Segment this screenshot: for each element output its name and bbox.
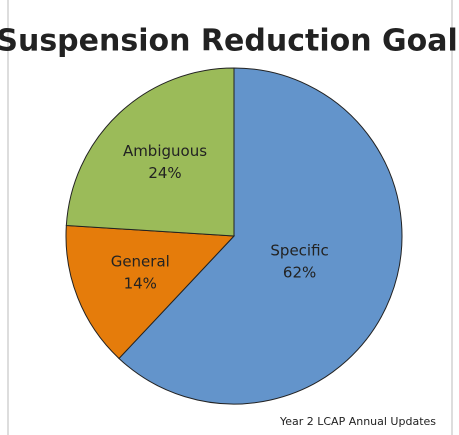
slice-label: Ambiguous <box>123 142 207 160</box>
pie-slice <box>65 67 235 237</box>
chart-title: Suspension Reduction Goals <box>0 24 459 59</box>
pie-slice <box>118 67 403 405</box>
slice-value: 24% <box>148 164 181 182</box>
pie-slice <box>65 224 236 360</box>
slice-label: Specific <box>270 241 328 259</box>
slice-value: 62% <box>283 263 316 281</box>
slice-label: General <box>111 253 170 271</box>
annotation: Year 2 LCAP Annual Updates <box>279 415 436 428</box>
slice-value: 14% <box>124 275 157 293</box>
